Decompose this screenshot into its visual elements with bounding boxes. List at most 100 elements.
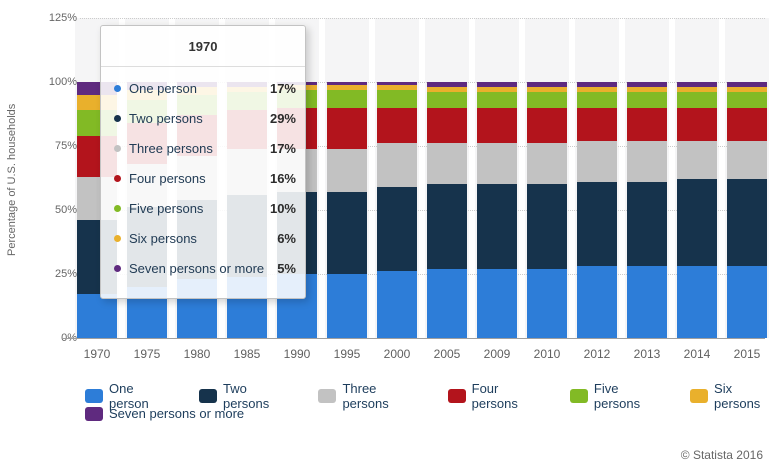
x-axis-label: 2010	[533, 347, 561, 361]
bar-segment-six-persons-2012[interactable]	[577, 87, 617, 93]
legend-label: Two persons	[222, 381, 270, 411]
bar-segment-two-persons-2010[interactable]	[527, 184, 567, 269]
y-gridline	[80, 146, 765, 147]
bar-segment-one-person-2013[interactable]	[627, 266, 667, 338]
tooltip-series-bullet	[114, 234, 121, 242]
bar-segment-five-persons-2014[interactable]	[677, 92, 717, 108]
tooltip-series-value: 29%	[269, 110, 296, 126]
bar-segment-six-persons-2010[interactable]	[527, 87, 567, 93]
bar-segment-two-persons-2005[interactable]	[427, 184, 467, 269]
bar-segment-four-persons-2013[interactable]	[627, 107, 667, 141]
legend-label: Seven persons or more	[109, 406, 245, 421]
y-gridline	[80, 18, 765, 19]
bar-segment-four-persons-2000[interactable]	[377, 107, 417, 144]
bar-segment-one-person-2014[interactable]	[677, 266, 717, 338]
y-axis-tick-label: 50%	[54, 204, 77, 216]
tooltip-title: 1970	[188, 39, 218, 54]
y-gridline	[80, 210, 765, 211]
bar-segment-six-persons-2015[interactable]	[727, 87, 767, 93]
legend-swatch-icon	[85, 406, 103, 421]
x-axis-label: 2000	[383, 347, 411, 361]
legend-item-one-person[interactable]: One person	[85, 381, 173, 411]
bar-segment-five-persons-2012[interactable]	[577, 92, 617, 108]
y-axis-tick-label: 75%	[54, 140, 77, 152]
x-axis-label: 1985	[233, 347, 261, 361]
bar-segment-four-persons-2014[interactable]	[677, 107, 717, 141]
bar-segment-seven-persons-or-more-1995[interactable]	[327, 82, 367, 85]
tooltip-row: Six persons 6%	[101, 223, 305, 253]
bar-segment-two-persons-1995[interactable]	[327, 192, 367, 274]
tooltip-separator	[101, 66, 305, 67]
bar-segment-four-persons-2005[interactable]	[427, 107, 467, 144]
bar-segment-five-persons-2009[interactable]	[477, 92, 517, 108]
bar-segment-five-persons-2015[interactable]	[727, 92, 767, 108]
bar-segment-six-persons-2009[interactable]	[477, 87, 517, 93]
bar-segment-two-persons-2015[interactable]	[727, 179, 767, 267]
bar-segment-one-person-2012[interactable]	[577, 266, 617, 338]
legend-item-two-persons[interactable]: Two persons	[198, 381, 292, 411]
bar-segment-three-persons-1995[interactable]	[327, 148, 367, 193]
bar-segment-three-persons-2010[interactable]	[527, 143, 567, 185]
bar-segment-three-persons-2015[interactable]	[727, 140, 767, 180]
bar-segment-one-person-2000[interactable]	[377, 271, 417, 338]
bar-segment-three-persons-2013[interactable]	[627, 140, 667, 182]
bar-segment-five-persons-1995[interactable]	[327, 89, 367, 108]
bar-segment-one-person-2005[interactable]	[427, 268, 467, 338]
bar-segment-seven-persons-or-more-2012[interactable]	[577, 82, 617, 88]
bar-segment-two-persons-2014[interactable]	[677, 179, 717, 267]
legend-swatch-icon	[569, 389, 588, 403]
bar-segment-seven-persons-or-more-2009[interactable]	[477, 82, 517, 88]
bar-segment-one-person-1970[interactable]	[77, 294, 117, 338]
x-axis-line	[62, 338, 765, 339]
tooltip-series-label: Two persons	[129, 110, 203, 126]
bar-segment-seven-persons-or-more-2000[interactable]	[377, 82, 417, 85]
bar-segment-five-persons-2005[interactable]	[427, 92, 467, 108]
bar-segment-one-person-1995[interactable]	[327, 274, 367, 338]
legend-item-six-persons[interactable]: Six persons	[690, 381, 778, 411]
bar-segment-four-persons-2010[interactable]	[527, 107, 567, 144]
bar-segment-two-persons-2009[interactable]	[477, 184, 517, 269]
bar-segment-four-persons-1995[interactable]	[327, 107, 367, 149]
tooltip-row: One person 17%	[101, 73, 305, 103]
bar-segment-one-person-2010[interactable]	[527, 268, 567, 338]
bar-segment-six-persons-2013[interactable]	[627, 87, 667, 93]
bar-segment-six-persons-1995[interactable]	[327, 84, 367, 90]
bar-segment-two-persons-2012[interactable]	[577, 181, 617, 267]
bar-segment-five-persons-2013[interactable]	[627, 92, 667, 108]
bar-segment-three-persons-2009[interactable]	[477, 143, 517, 185]
bar-segment-three-persons-2014[interactable]	[677, 140, 717, 180]
bar-segment-six-persons-2005[interactable]	[427, 87, 467, 93]
bar-segment-two-persons-2000[interactable]	[377, 186, 417, 272]
bar-segment-seven-persons-or-more-2013[interactable]	[627, 82, 667, 88]
bar-segment-six-persons-2014[interactable]	[677, 87, 717, 93]
x-axis-label: 2012	[583, 347, 611, 361]
y-axis-tick-label: 100%	[48, 76, 77, 88]
bar-segment-three-persons-2012[interactable]	[577, 140, 617, 182]
legend-item-four-persons[interactable]: Four persons	[447, 381, 544, 411]
bar-segment-three-persons-2000[interactable]	[377, 143, 417, 187]
bar-segment-two-persons-2013[interactable]	[627, 181, 667, 267]
bar-segment-seven-persons-or-more-2014[interactable]	[677, 82, 717, 88]
bar-segment-seven-persons-or-more-2010[interactable]	[527, 82, 567, 88]
bar-segment-four-persons-2009[interactable]	[477, 107, 517, 144]
bar-segment-one-person-2015[interactable]	[727, 266, 767, 338]
legend-item-five-persons[interactable]: Five persons	[569, 381, 664, 411]
tooltip-series-value: 6%	[277, 230, 296, 246]
bar-segment-four-persons-2012[interactable]	[577, 107, 617, 141]
bar-segment-five-persons-2000[interactable]	[377, 89, 417, 108]
bar-segment-three-persons-2005[interactable]	[427, 143, 467, 185]
tooltip-series-label: One person	[129, 80, 197, 96]
tooltip-series-value: 17%	[269, 80, 296, 96]
legend-label: One person	[109, 381, 149, 411]
bar-segment-six-persons-2000[interactable]	[377, 84, 417, 90]
bar-segment-five-persons-2010[interactable]	[527, 92, 567, 108]
bar-segment-seven-persons-or-more-2015[interactable]	[727, 82, 767, 88]
bar-segment-four-persons-2015[interactable]	[727, 107, 767, 141]
legend-item-seven-persons-or-more[interactable]: Seven persons or more	[85, 406, 244, 421]
legend-item-three-persons[interactable]: Three persons	[318, 381, 421, 411]
bar-segment-one-person-2009[interactable]	[477, 268, 517, 338]
x-axis-label: 1975	[133, 347, 161, 361]
x-axis-label: 1995	[333, 347, 361, 361]
bar-segment-seven-persons-or-more-2005[interactable]	[427, 82, 467, 88]
